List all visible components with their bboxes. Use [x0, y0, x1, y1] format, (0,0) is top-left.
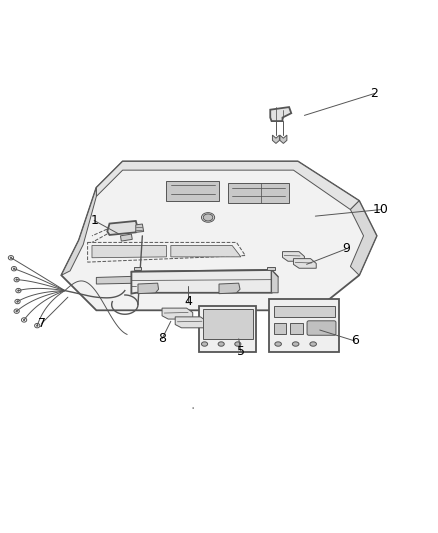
Text: 5: 5 — [237, 345, 245, 358]
Polygon shape — [175, 317, 207, 328]
Polygon shape — [171, 246, 241, 257]
Ellipse shape — [13, 268, 15, 270]
Text: 1: 1 — [90, 214, 98, 227]
Polygon shape — [272, 135, 279, 143]
FancyBboxPatch shape — [199, 306, 256, 352]
Polygon shape — [131, 270, 278, 279]
Polygon shape — [267, 266, 275, 270]
Ellipse shape — [293, 342, 299, 346]
Polygon shape — [280, 135, 287, 143]
Text: 8: 8 — [158, 332, 166, 345]
Ellipse shape — [235, 342, 241, 346]
Polygon shape — [219, 283, 240, 294]
Ellipse shape — [16, 279, 18, 280]
Polygon shape — [96, 276, 140, 284]
Polygon shape — [61, 161, 377, 310]
Ellipse shape — [17, 301, 18, 302]
Polygon shape — [270, 107, 291, 121]
FancyBboxPatch shape — [274, 322, 286, 334]
Text: 7: 7 — [38, 317, 46, 330]
Ellipse shape — [36, 325, 38, 327]
FancyBboxPatch shape — [203, 310, 253, 339]
Polygon shape — [120, 234, 132, 241]
Ellipse shape — [10, 257, 12, 259]
Polygon shape — [162, 308, 193, 319]
Text: 10: 10 — [373, 203, 389, 216]
Polygon shape — [149, 276, 193, 284]
Text: 6: 6 — [351, 335, 359, 348]
Polygon shape — [61, 188, 96, 275]
Ellipse shape — [18, 290, 19, 292]
FancyBboxPatch shape — [307, 321, 336, 335]
Ellipse shape — [16, 310, 18, 312]
Polygon shape — [96, 161, 359, 209]
Polygon shape — [131, 272, 136, 294]
Polygon shape — [283, 252, 304, 261]
Text: 9: 9 — [342, 243, 350, 255]
Polygon shape — [293, 259, 316, 268]
Polygon shape — [138, 283, 159, 294]
Ellipse shape — [310, 342, 316, 346]
Text: 2: 2 — [371, 87, 378, 100]
FancyBboxPatch shape — [290, 322, 303, 334]
Ellipse shape — [203, 214, 213, 221]
Ellipse shape — [275, 342, 281, 346]
Polygon shape — [228, 183, 289, 203]
FancyBboxPatch shape — [307, 322, 319, 334]
Polygon shape — [136, 224, 144, 232]
FancyBboxPatch shape — [269, 300, 339, 352]
Ellipse shape — [23, 319, 25, 321]
Text: 4: 4 — [184, 295, 192, 308]
Polygon shape — [272, 270, 278, 293]
Polygon shape — [134, 266, 141, 270]
Text: ·: · — [191, 402, 195, 416]
Polygon shape — [131, 270, 272, 294]
Polygon shape — [166, 181, 219, 201]
Polygon shape — [107, 221, 138, 235]
Ellipse shape — [218, 342, 224, 346]
FancyBboxPatch shape — [274, 306, 335, 317]
Ellipse shape — [201, 342, 208, 346]
Polygon shape — [350, 201, 377, 275]
Polygon shape — [92, 246, 166, 258]
